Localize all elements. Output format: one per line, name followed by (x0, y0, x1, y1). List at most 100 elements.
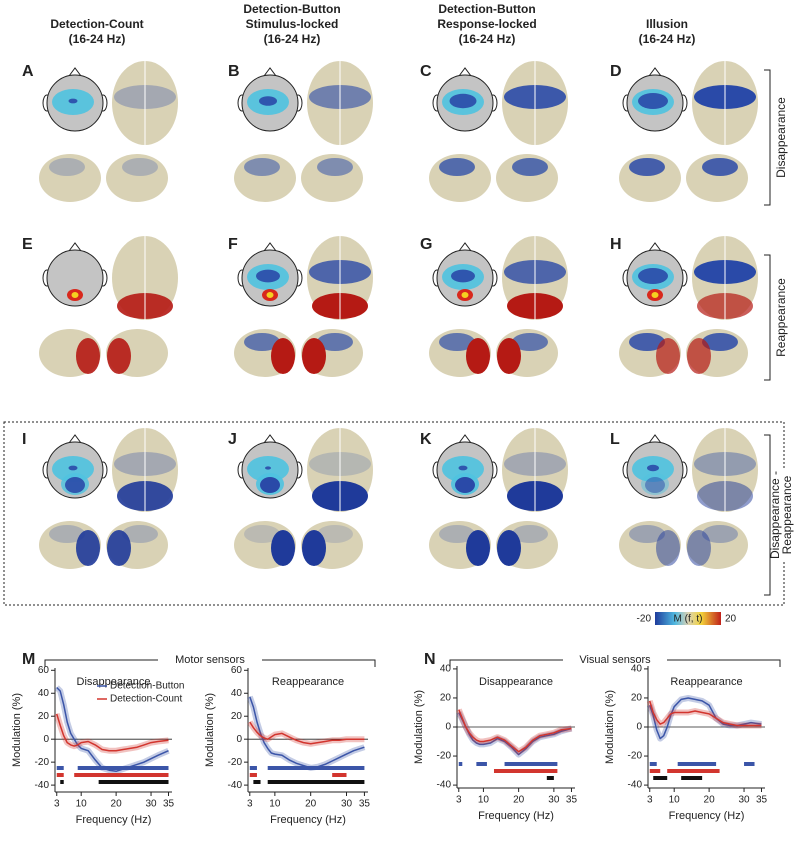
brain-lateral (39, 154, 101, 202)
y-tick-label: 40 (440, 664, 452, 675)
legend-label: Detection-Count (110, 694, 182, 705)
y-tick-label: 0 (445, 722, 451, 733)
brain-patch (76, 530, 100, 566)
topo-blob (266, 292, 274, 298)
x-tick-label: 30 (341, 799, 353, 810)
y-axis-label: Modulation (%) (11, 693, 23, 767)
significance-bar (504, 762, 558, 766)
significance-bar (77, 766, 169, 770)
y-tick-label: 20 (231, 711, 243, 722)
panel (619, 236, 758, 377)
panel-letter: N (424, 651, 436, 668)
panel (234, 428, 373, 569)
significance-bar (74, 773, 169, 777)
brain-patch (271, 338, 295, 374)
x-axis-label: Frequency (Hz) (270, 814, 346, 826)
series-line (249, 696, 365, 769)
group-bracket (44, 659, 376, 667)
significance-bar (649, 769, 661, 773)
x-tick-label: 3 (647, 795, 653, 806)
brain-patch (466, 338, 490, 374)
chart-title: Disappearance (479, 676, 553, 688)
x-axis-label: Frequency (Hz) (669, 810, 745, 822)
significance-bar (56, 766, 64, 770)
column-header: Detection-Count (50, 17, 143, 31)
row-label-bg (771, 470, 793, 560)
x-tick-label: 30 (738, 795, 750, 806)
brain-patch (49, 525, 85, 543)
y-tick-label: 0 (43, 734, 49, 745)
y-tick-label: 0 (236, 734, 242, 745)
series-line (56, 686, 169, 773)
topo-blob (638, 93, 668, 109)
brain-patch (122, 158, 158, 176)
panel-letter: J (228, 431, 237, 448)
topo-blob (256, 269, 280, 283)
y-tick-label: 60 (38, 665, 50, 676)
x-tick-label: 20 (111, 799, 123, 810)
panel-letter: G (420, 236, 432, 253)
column-header: (16-24 Hz) (264, 32, 321, 46)
brain-patch (107, 530, 131, 566)
panel (429, 236, 568, 377)
y-axis-label: Modulation (%) (204, 693, 216, 767)
x-tick-label: 3 (54, 799, 60, 810)
brain-patch (497, 338, 521, 374)
y-tick-label: -40 (628, 780, 643, 791)
x-tick-label: 35 (756, 795, 768, 806)
significance-bar (249, 766, 257, 770)
x-tick-label: 10 (76, 799, 88, 810)
brain-patch (687, 530, 711, 566)
brain-patch (439, 158, 475, 176)
y-tick-label: 40 (631, 664, 643, 675)
column-header: Illusion (646, 17, 688, 31)
significance-bar (681, 776, 703, 780)
brain-patch (702, 158, 738, 176)
x-tick-label: 20 (305, 799, 317, 810)
x-tick-label: 30 (548, 795, 560, 806)
topoplot (46, 249, 104, 307)
y-tick-label: 60 (231, 665, 243, 676)
x-axis-label: Frequency (Hz) (478, 810, 554, 822)
series-line (648, 700, 762, 727)
topo-blob (68, 98, 78, 104)
panel-letter: H (610, 236, 622, 253)
colorbar-max: 20 (725, 614, 737, 625)
significance-bar (98, 780, 169, 784)
topo-blob (68, 465, 78, 471)
x-tick-label: 35 (566, 795, 578, 806)
topo-blob (65, 477, 85, 493)
row-label-bg (771, 92, 793, 183)
significance-bar (267, 766, 365, 770)
colorbar-label: M (f, t) (674, 614, 703, 625)
x-tick-label: 35 (163, 799, 175, 810)
series-line (458, 709, 572, 753)
significance-bar (476, 762, 487, 766)
row-bracket (764, 69, 771, 206)
y-tick-label: -40 (437, 780, 452, 791)
chart-title: Reappearance (670, 676, 742, 688)
x-tick-label: 3 (456, 795, 462, 806)
significance-bar (653, 776, 668, 780)
panel (39, 428, 178, 569)
brain-patch (439, 525, 475, 543)
panel (39, 61, 178, 202)
brain-patch (512, 158, 548, 176)
y-tick-label: -20 (228, 757, 243, 768)
row-bracket (764, 434, 771, 596)
panel-letter: A (22, 63, 34, 80)
topo-blob (260, 477, 280, 493)
group-label: Motor sensors (175, 654, 245, 666)
y-tick-label: 40 (38, 688, 50, 699)
brain-lateral (106, 154, 168, 202)
colorbar (655, 612, 721, 625)
y-tick-label: -20 (628, 751, 643, 762)
y-axis-label: Modulation (%) (604, 690, 616, 764)
panel (234, 236, 373, 377)
series-line (458, 712, 572, 756)
group-label: Visual sensors (579, 654, 651, 666)
panel-letter: D (610, 63, 622, 80)
panel-letter: I (22, 431, 26, 448)
brain-patch (317, 158, 353, 176)
series-line (55, 713, 169, 752)
